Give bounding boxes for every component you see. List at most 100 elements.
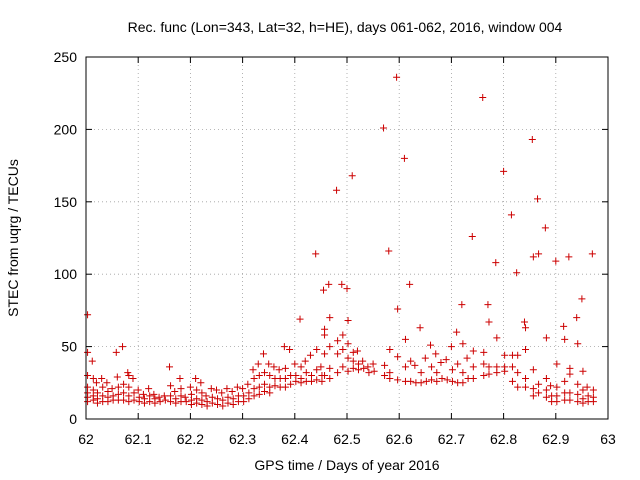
y-tick-label: 200 xyxy=(54,121,78,137)
data-point xyxy=(386,345,394,353)
data-point xyxy=(313,376,321,384)
data-point xyxy=(275,366,283,374)
data-point xyxy=(542,393,550,401)
data-point xyxy=(108,385,116,393)
data-point xyxy=(92,379,100,387)
x-tick-label: 62.9 xyxy=(542,431,569,447)
data-point xyxy=(560,322,568,330)
data-point xyxy=(428,363,436,371)
data-point xyxy=(492,259,500,267)
data-point xyxy=(125,398,133,406)
data-point xyxy=(245,395,253,403)
data-point xyxy=(130,396,138,404)
data-point xyxy=(239,385,247,393)
data-point xyxy=(150,390,158,398)
data-point xyxy=(161,396,169,404)
data-point xyxy=(354,366,362,374)
data-point xyxy=(469,374,477,382)
data-point xyxy=(589,386,597,394)
data-point xyxy=(427,341,435,349)
data-point xyxy=(479,94,487,102)
data-point xyxy=(261,380,269,388)
y-tick-label: 0 xyxy=(69,411,77,427)
data-point xyxy=(535,380,543,388)
data-point xyxy=(326,374,334,382)
data-point xyxy=(308,377,316,385)
grid-lines xyxy=(86,57,608,419)
data-point xyxy=(240,398,248,406)
data-point xyxy=(508,377,516,385)
data-point xyxy=(187,401,195,409)
data-point xyxy=(202,392,210,400)
data-point xyxy=(207,385,215,393)
data-point xyxy=(529,392,537,400)
data-point xyxy=(302,369,310,377)
data-point xyxy=(513,269,521,277)
data-point xyxy=(167,398,175,406)
data-point xyxy=(553,398,561,406)
data-point xyxy=(344,340,352,348)
data-point xyxy=(166,363,174,371)
chart-title: Rec. func (Lon=343, Lat=32, h=HE), days … xyxy=(128,19,563,35)
data-point xyxy=(552,257,560,265)
data-point xyxy=(229,401,237,409)
data-point xyxy=(448,366,456,374)
data-point xyxy=(485,318,493,326)
x-tick-label: 63 xyxy=(600,431,616,447)
data-point xyxy=(542,386,550,394)
data-point xyxy=(407,377,415,385)
data-point xyxy=(255,390,263,398)
data-point xyxy=(281,374,289,382)
data-point xyxy=(458,301,466,309)
data-point xyxy=(155,393,163,401)
data-point xyxy=(507,211,515,219)
x-tick-label: 62.7 xyxy=(438,431,465,447)
data-point xyxy=(326,314,334,322)
data-point xyxy=(561,335,569,343)
data-point xyxy=(573,314,581,322)
data-point xyxy=(333,186,341,194)
data-point xyxy=(296,315,304,323)
data-point xyxy=(522,374,530,382)
data-point xyxy=(320,286,328,294)
data-point xyxy=(261,387,269,395)
data-point xyxy=(529,385,537,393)
data-point xyxy=(93,399,101,407)
data-point xyxy=(553,383,561,391)
x-tick-label: 62.6 xyxy=(386,431,413,447)
data-point xyxy=(480,348,488,356)
data-point xyxy=(84,348,92,356)
data-point xyxy=(176,374,184,382)
data-point xyxy=(261,369,269,377)
data-point xyxy=(140,399,148,407)
data-point xyxy=(326,343,334,351)
data-point xyxy=(522,324,530,332)
data-point xyxy=(186,383,194,391)
data-point xyxy=(89,374,97,382)
data-point xyxy=(124,369,132,377)
data-point xyxy=(578,295,586,303)
data-point xyxy=(338,280,346,288)
data-point xyxy=(313,345,321,353)
x-tick-label: 62.4 xyxy=(281,431,308,447)
data-point xyxy=(353,347,361,355)
data-point xyxy=(542,374,550,382)
data-point xyxy=(522,345,530,353)
data-point xyxy=(522,383,530,391)
data-point xyxy=(453,328,461,336)
data-point xyxy=(365,369,373,377)
data-point xyxy=(433,377,441,385)
data-point xyxy=(134,386,142,394)
data-point xyxy=(306,351,314,359)
data-point xyxy=(255,372,263,380)
data-point xyxy=(553,360,561,368)
data-point xyxy=(171,387,179,395)
data-point xyxy=(198,389,206,397)
data-point xyxy=(250,385,258,393)
data-point xyxy=(193,386,201,394)
data-point xyxy=(574,398,582,406)
data-point xyxy=(114,383,122,391)
plot-frame xyxy=(85,56,609,420)
data-point xyxy=(120,389,128,397)
